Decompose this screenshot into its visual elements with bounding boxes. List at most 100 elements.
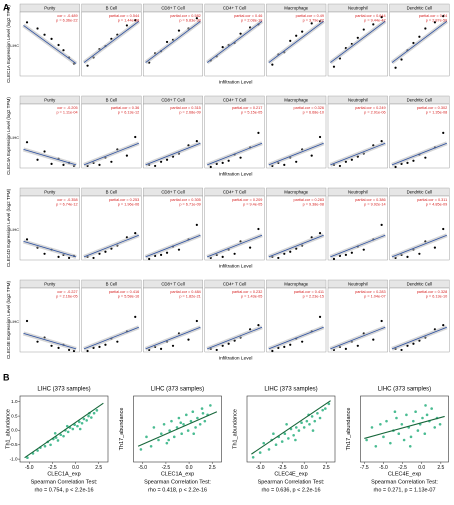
annotation: p = 4.85e-09: [426, 203, 447, 207]
data-point: [172, 435, 176, 439]
data-point: [66, 430, 70, 434]
plot-area: [142, 287, 203, 353]
data-point: [442, 324, 445, 327]
data-point: [385, 419, 388, 423]
data-point: [372, 338, 375, 341]
data-point: [442, 131, 445, 135]
plot-title: B Cell: [106, 97, 118, 102]
data-point: [316, 411, 319, 415]
plot-area: [19, 287, 80, 353]
data-point: [289, 39, 292, 43]
data-point: [36, 340, 39, 343]
test-label: Spearman Correlation Test:: [258, 479, 325, 485]
data-point: [257, 131, 260, 135]
data-point: [87, 414, 90, 418]
y-axis-label: Th17_abundance: [119, 408, 125, 451]
fit-line: [24, 402, 104, 459]
plot-area: [389, 103, 450, 169]
data-point: [85, 419, 88, 422]
data-point: [43, 150, 46, 153]
data-point: [104, 343, 107, 346]
annotation: p = 6.71e-09: [179, 203, 200, 207]
annotation: cor = -0.205: [57, 106, 77, 110]
data-point: [180, 432, 183, 436]
data-point: [332, 257, 336, 261]
data-point: [257, 227, 260, 231]
data-point: [350, 251, 353, 254]
fit-line: [206, 20, 263, 63]
data-point: [305, 419, 309, 423]
data-point: [262, 441, 266, 445]
test-result: rho = 0.418, p < 2.2e-16: [148, 487, 207, 493]
fit-line: [145, 234, 201, 258]
annotation: partial.cor = 0.315: [170, 106, 201, 110]
annotation: partial.cor = 0.416: [109, 290, 140, 294]
x-tick-label: -2.5: [48, 465, 57, 471]
data-point: [25, 319, 29, 323]
annotation: p = 6.68e-10: [303, 111, 324, 115]
data-point: [110, 160, 113, 163]
x-tick-label: -5.0: [138, 465, 147, 471]
data-point: [189, 419, 193, 423]
data-point: [442, 227, 445, 231]
data-point: [362, 28, 365, 31]
annotation: partial.cor = 0.232: [232, 290, 263, 294]
plot-title: Purity: [44, 5, 56, 10]
data-point: [414, 410, 417, 414]
fit-line: [391, 20, 448, 63]
data-point: [302, 426, 306, 429]
data-point: [71, 427, 75, 431]
x-tick-label: 2.5: [437, 465, 444, 471]
data-point: [57, 255, 60, 259]
data-point: [134, 135, 137, 139]
cancer-tag: LIHC: [10, 320, 19, 324]
data-point: [295, 34, 298, 37]
data-point: [310, 22, 313, 25]
data-point: [271, 349, 274, 353]
data-point: [418, 35, 421, 38]
annotation: partial.cor = 0.411: [294, 290, 324, 294]
annotation: p = 2.68e-09: [179, 111, 200, 115]
x-axis-label: CLEC4E_exp: [388, 471, 421, 477]
x-tick-label: 0.0: [186, 465, 193, 471]
fit-line: [145, 142, 201, 166]
plot-area: [266, 103, 327, 169]
annotation: partial.cor = 0.46: [234, 14, 262, 18]
data-point: [62, 49, 65, 52]
data-point: [177, 29, 181, 32]
data-point: [295, 160, 298, 163]
data-point: [148, 257, 151, 261]
data-point: [200, 407, 204, 410]
plot-title: Macrophage: [284, 5, 308, 10]
annotation: p = 1.04e-07: [364, 295, 385, 299]
annotation: partial.cor = 0.484: [170, 290, 201, 294]
data-point: [430, 407, 433, 410]
y-tick-label: 0.0: [11, 428, 18, 433]
data-point: [389, 441, 392, 445]
data-point: [195, 140, 198, 143]
annotation: p = 1.44e-28: [118, 19, 139, 23]
data-point: [159, 160, 163, 163]
data-point: [416, 429, 420, 432]
x-tick-label: 2.5: [209, 465, 216, 471]
data-point: [418, 252, 421, 255]
data-point: [59, 433, 63, 437]
data-point: [57, 43, 60, 47]
x-axis-label: Infiltration Level: [219, 355, 253, 361]
data-point: [365, 438, 368, 442]
fit-line: [391, 142, 447, 166]
data-point: [36, 27, 39, 30]
data-point: [62, 163, 65, 167]
x-tick-label: -2.5: [398, 465, 407, 471]
x-axis-label: CLEC4E_exp: [274, 471, 307, 477]
x-tick-label: -7.5: [360, 465, 369, 471]
fit-line: [364, 415, 445, 439]
data-point: [394, 66, 397, 69]
plot-title: CD8+ T Cell: [161, 189, 184, 194]
annotation: p = 5.15e-05: [241, 111, 262, 115]
plot-area: [360, 395, 449, 463]
plot-title: CD8+ T Cell: [161, 97, 184, 102]
data-point: [294, 438, 297, 442]
annotation: partial.cor = 0.283: [355, 290, 386, 294]
annotation: p = 1.11e-04: [56, 111, 77, 115]
